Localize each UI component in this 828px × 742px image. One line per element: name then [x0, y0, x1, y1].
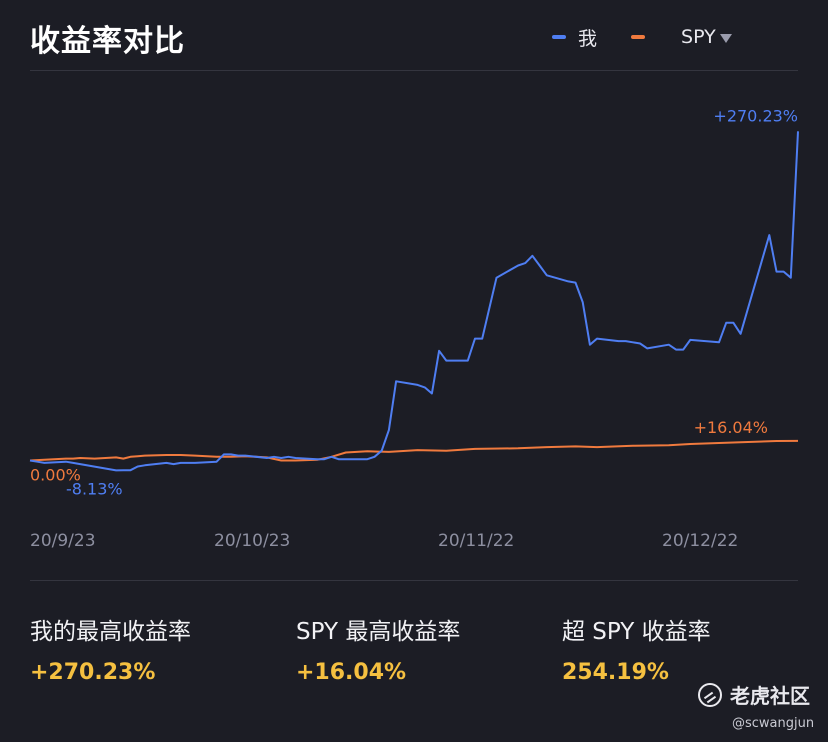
series-line-me — [29, 131, 799, 472]
chevron-down-icon[interactable] — [719, 33, 732, 43]
stat-label: 超 SPY 收益率 — [562, 619, 711, 645]
series-line-spy — [29, 439, 799, 462]
return-chart: +270.23% +16.04% 0.00%-8.13% 20/9/23 20/10/… — [29, 106, 799, 551]
watermark: 老虎社区 — [698, 680, 810, 709]
x-axis-ticks: 20/9/23 20/10/23 20/11/22 20/12/22 — [30, 531, 738, 551]
annotation-layer: +270.23% +16.04% 0.00%-8.13% — [30, 106, 798, 498]
legend-swatch-spy — [631, 35, 646, 39]
stat-value: +16.04% — [296, 660, 407, 685]
stat-my-max-return: 我的最高收益率 +270.23% — [30, 612, 191, 685]
benchmark-select-label[interactable]: SPY — [681, 26, 716, 48]
label-me-min: -8.13% — [66, 479, 123, 498]
label-spy-end: +16.04% — [694, 418, 768, 437]
x-tick-label: 20/10/23 — [214, 531, 290, 551]
header-divider — [30, 70, 798, 71]
watermark-handle: @scwangjun — [732, 716, 815, 731]
x-tick-label: 20/11/22 — [438, 531, 514, 551]
legend-item-me[interactable]: 我 — [552, 24, 597, 51]
stats-divider — [30, 580, 798, 581]
stat-label: SPY 最高收益率 — [296, 619, 461, 645]
x-tick-label: 20/9/23 — [30, 531, 96, 551]
page-title: 收益率对比 — [30, 24, 185, 59]
stat-value: 254.19% — [562, 660, 669, 685]
stat-value: +270.23% — [30, 660, 156, 685]
series-layer — [29, 131, 799, 472]
legend-label-me: 我 — [578, 27, 598, 50]
label-me-end: +270.23% — [713, 106, 798, 125]
stat-label: 我的最高收益率 — [30, 619, 191, 645]
stat-excess-return: 超 SPY 收益率 254.19% — [562, 612, 711, 685]
chart-legend[interactable]: 我 SPY — [552, 24, 732, 50]
legend-item-spy[interactable] — [631, 35, 657, 39]
legend-swatch-me — [552, 35, 566, 39]
label-start: 0.00% — [30, 465, 81, 484]
x-tick-label: 20/12/22 — [662, 531, 738, 551]
stat-spy-max-return: SPY 最高收益率 +16.04% — [296, 612, 460, 685]
watermark-brand: 老虎社区 — [730, 684, 810, 708]
tiger-logo-icon — [698, 682, 722, 707]
